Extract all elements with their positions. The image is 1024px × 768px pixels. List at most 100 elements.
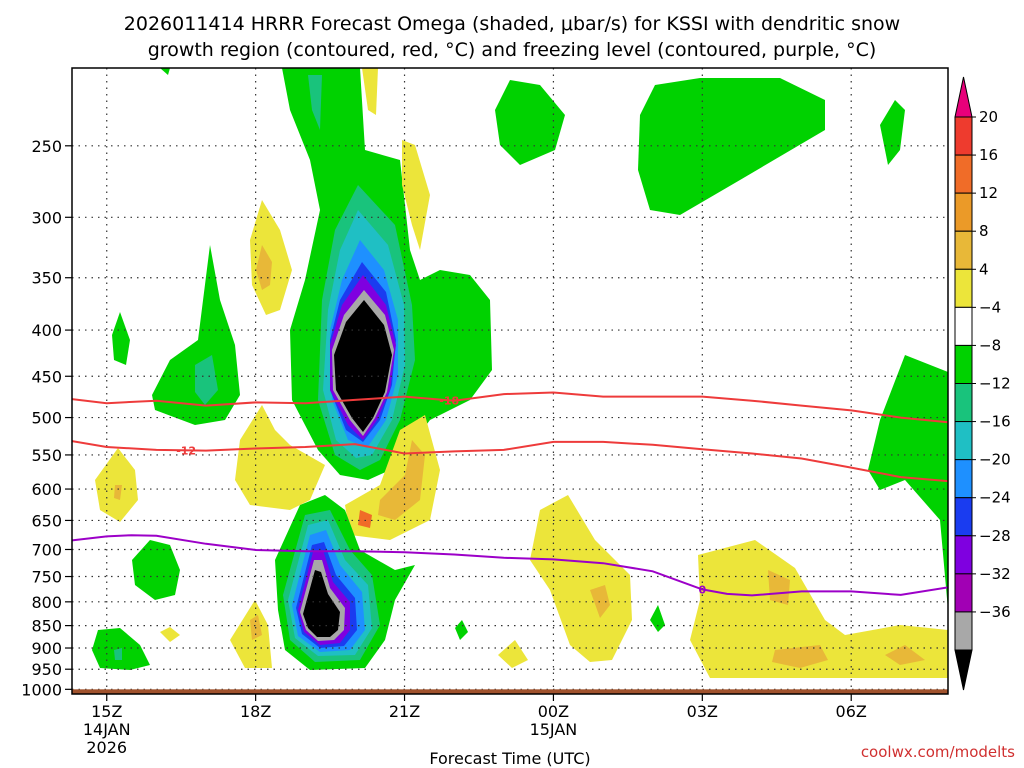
colorbar-bin	[954, 497, 973, 537]
omega-area-black-lower-core	[303, 570, 340, 637]
omega-area-yellow-lower-right	[530, 495, 632, 662]
colorbar-bin	[954, 230, 973, 270]
grid	[72, 68, 948, 694]
omega-area-yellow-mid-left	[235, 405, 325, 510]
y-tick-label: 850	[31, 617, 62, 636]
omega-area-gold-lower-right	[590, 585, 610, 618]
y-tick-label: 550	[31, 446, 62, 465]
colorbar-bin	[954, 154, 973, 194]
plot-area: -18 -12 0	[72, 68, 948, 694]
x-axis-label: Forecast Time (UTC)	[429, 749, 590, 768]
contour-label: -12	[176, 444, 196, 457]
omega-area-teal-column	[308, 75, 322, 130]
y-tick-label: 350	[31, 269, 62, 288]
colorbar-bin	[954, 192, 973, 232]
omega-area-gold-far-right-b	[772, 645, 828, 668]
y-tick-label: 400	[31, 321, 62, 340]
colorbar-label: 16	[979, 146, 998, 164]
colorbar-label: −28	[979, 527, 1011, 545]
omega-area-yellow-upper	[402, 140, 430, 250]
colorbar-label: 4	[979, 260, 989, 278]
x-tick-label: 21Z	[389, 702, 420, 721]
chart-title-line1: 2026011414 HRRR Forecast Omega (shaded, …	[124, 13, 900, 35]
ground-surface	[72, 689, 948, 694]
colorbar-label: 12	[979, 184, 998, 202]
omega-area-orange-mid	[358, 510, 372, 528]
omega-area-gold-left-cell	[256, 245, 272, 290]
y-tick-label: 650	[31, 511, 62, 530]
y-tick-label: 750	[31, 568, 62, 587]
omega-area-gold-far-left	[114, 485, 122, 500]
colorbar-bin	[954, 611, 973, 651]
omega-area-yellow-top	[362, 68, 378, 115]
credit-text: coolwx.com/modelts	[861, 743, 1015, 761]
colorbar-bin	[954, 573, 973, 613]
colorbar-bin	[954, 306, 973, 346]
x-tick-label: 06Z	[836, 702, 867, 721]
omega-area-green-upper-left	[152, 245, 240, 425]
colorbar-label: −32	[979, 565, 1011, 583]
omega-area-gold-mid	[378, 440, 425, 520]
colorbar-bin	[954, 421, 973, 461]
colorbar-bin	[954, 459, 973, 499]
colorbar-label: −4	[979, 298, 1001, 316]
omega-area-gold-far-right-a	[768, 570, 790, 605]
chart-title-line2: growth region (contoured, red, °C) and f…	[148, 39, 877, 61]
omega-area-yellow-lower-left	[230, 600, 272, 668]
contour-label: 0	[698, 583, 706, 596]
omega-area-green-small-c	[455, 620, 468, 640]
y-tick-label: 800	[31, 593, 62, 612]
colorbar-label: −12	[979, 375, 1011, 393]
omega-area-green-top-right	[880, 100, 905, 165]
omega-area-yellow-far-right	[690, 540, 948, 678]
y-tick-label: 1000	[21, 680, 62, 699]
x-tick-label: 03Z	[687, 702, 718, 721]
omega-area-green-small-left	[112, 312, 130, 365]
y-tick-label: 250	[31, 137, 62, 156]
temperature-contours: -18 -12 0	[72, 391, 948, 597]
colorbar-label: −20	[979, 451, 1011, 469]
omega-area-green-small-d	[650, 605, 665, 632]
x-tick-date: 15JAN	[530, 720, 578, 739]
y-tick-label: 900	[31, 639, 62, 658]
y-tick-label: 950	[31, 660, 62, 679]
colorbar-label: 20	[979, 108, 998, 126]
y-tick-label: 500	[31, 409, 62, 428]
x-tick-date: 14JAN	[83, 720, 131, 739]
colorbar-label: −8	[979, 336, 1001, 354]
y-tick-label: 450	[31, 367, 62, 386]
omega-area-green-small-top	[160, 68, 170, 75]
omega-area-gold-far-right-c	[885, 645, 925, 665]
y-tick-label: 700	[31, 540, 62, 559]
x-tick-label: 00Z	[538, 702, 569, 721]
contour-line--12	[72, 440, 948, 483]
omega-area-green-right-top	[638, 78, 825, 215]
omega-area-yellow-small-a	[498, 640, 528, 668]
omega-area-green-right-edge	[868, 355, 948, 610]
colorbar-label: 8	[979, 222, 989, 240]
colorbar: 20 16 12 8 4 −4 −8 −12 −16 −20 −24 −28 −32 −36	[954, 76, 1011, 691]
contour-line-0	[72, 534, 948, 597]
y-tick-label: 300	[31, 208, 62, 227]
omega-area-yellow-small-b	[160, 627, 180, 642]
colorbar-bin	[954, 535, 973, 575]
plot-frame	[71, 67, 949, 695]
contour-label: -18	[439, 394, 459, 407]
y-tick-label: 600	[31, 480, 62, 499]
colorbar-bin	[954, 383, 973, 423]
omega-area-yellow-left-cell	[250, 200, 292, 315]
x-tick-label: 18Z	[240, 702, 271, 721]
omega-area-green-left-low	[132, 540, 180, 600]
colorbar-label: −16	[979, 413, 1011, 431]
colorbar-min-triangle	[954, 649, 973, 691]
y-axis: 250 300 350 400 450 500 550 600 650 700 750 800 850 9…	[21, 137, 72, 699]
omega-area-green-top-center	[495, 80, 565, 165]
colorbar-bin	[954, 116, 973, 156]
contour-line--18	[72, 391, 948, 424]
omega-shading	[92, 68, 948, 678]
colorbar-label: −24	[979, 489, 1011, 507]
x-tick-label: 15Z	[91, 702, 122, 721]
colorbar-max-triangle	[954, 76, 973, 118]
